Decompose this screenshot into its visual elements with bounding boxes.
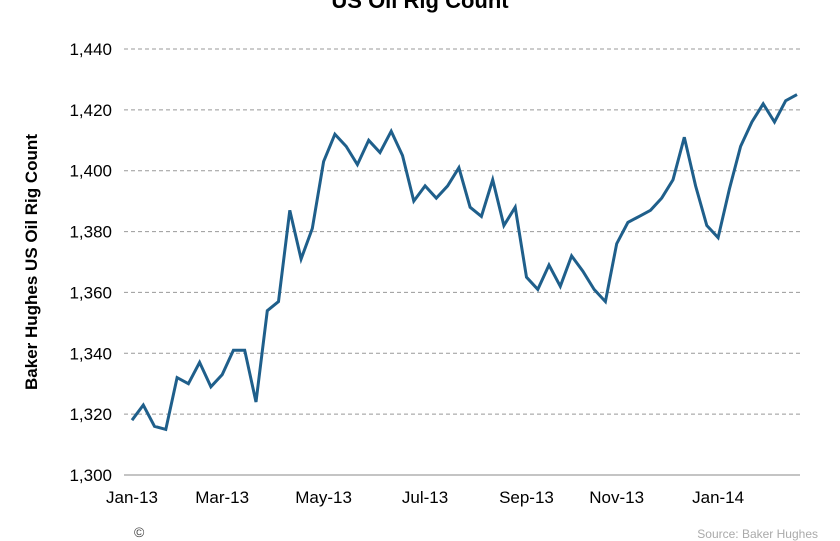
x-tick-label: Jan-14 [692, 488, 744, 507]
y-tick-label: 1,440 [69, 40, 112, 59]
y-tick-label: 1,400 [69, 162, 112, 181]
series-line [132, 95, 797, 430]
y-tick-label: 1,320 [69, 405, 112, 424]
source-note: Source: Baker Hughes [697, 527, 818, 541]
y-tick-label: 1,420 [69, 101, 112, 120]
x-tick-label: Jul-13 [402, 488, 448, 507]
x-tick-label: Mar-13 [195, 488, 249, 507]
x-tick-label: Jan-13 [106, 488, 158, 507]
y-tick-label: 1,340 [69, 344, 112, 363]
x-tick-label: May-13 [295, 488, 352, 507]
x-tick-label: Nov-13 [589, 488, 644, 507]
y-tick-label: 1,360 [69, 283, 112, 302]
y-tick-label: 1,380 [69, 223, 112, 242]
x-tick-label: Sep-13 [499, 488, 554, 507]
copyright-icon: © [134, 524, 144, 540]
y-tick-label: 1,300 [69, 466, 112, 485]
